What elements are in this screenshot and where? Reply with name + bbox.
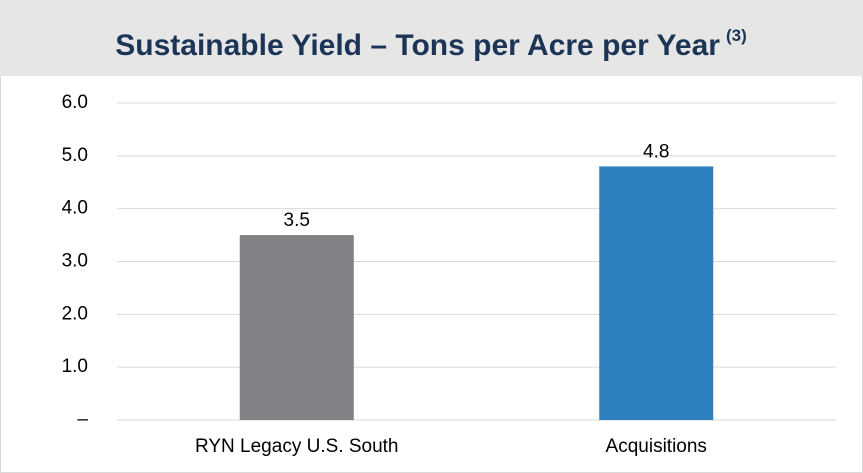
y-tick-label: 2.0	[62, 303, 88, 324]
x-tick-label: Acquisitions	[606, 436, 707, 457]
y-tick-label: 5.0	[62, 145, 88, 166]
bar	[239, 235, 354, 420]
data-label: 4.8	[643, 141, 669, 162]
y-tick-label: 3.0	[62, 251, 88, 272]
chart-title: Sustainable Yield – Tons per Acre per Ye…	[115, 26, 746, 61]
bar	[599, 166, 714, 420]
data-label: 3.5	[284, 210, 310, 231]
title-superscript: (3)	[726, 26, 747, 45]
y-tick-label: 1.0	[62, 356, 88, 377]
y-tick-label: 6.0	[62, 92, 88, 113]
title-main: Sustainable Yield – Tons per Acre per Ye…	[115, 29, 720, 62]
title-band	[0, 0, 863, 76]
y-tick-label: –	[77, 409, 88, 430]
y-tick-label: 4.0	[62, 198, 88, 219]
x-tick-label: RYN Legacy U.S. South	[195, 436, 398, 457]
